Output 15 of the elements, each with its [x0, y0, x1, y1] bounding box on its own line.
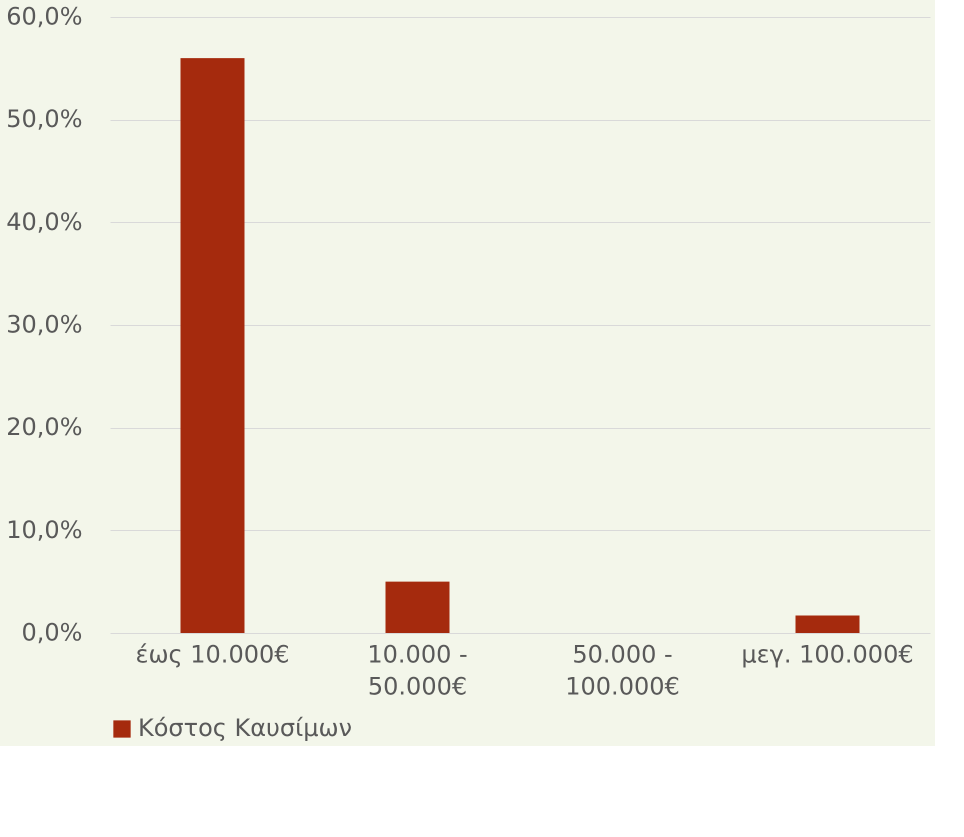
- bar: [796, 616, 860, 633]
- y-tick-label: 50,0%: [6, 105, 82, 134]
- y-tick-label: 40,0%: [6, 208, 82, 236]
- x-tick-label: 50.000 - 100.000€: [565, 640, 680, 700]
- legend-label: Κόστος Καυσίμων: [138, 714, 352, 742]
- bar: [386, 582, 450, 633]
- y-tick-label: 30,0%: [6, 310, 82, 338]
- y-tick-label: 60,0%: [6, 2, 82, 30]
- y-tick-label: 20,0%: [6, 413, 82, 442]
- x-tick-label: έως 10.000€: [135, 640, 290, 668]
- x-tick-label: 10.000 - 50.000€: [367, 640, 468, 700]
- bar: [180, 58, 244, 633]
- y-tick-label: 10,0%: [6, 516, 82, 544]
- x-tick-label: μεγ. 100.000€: [741, 640, 914, 668]
- y-tick-label: 0,0%: [22, 618, 82, 646]
